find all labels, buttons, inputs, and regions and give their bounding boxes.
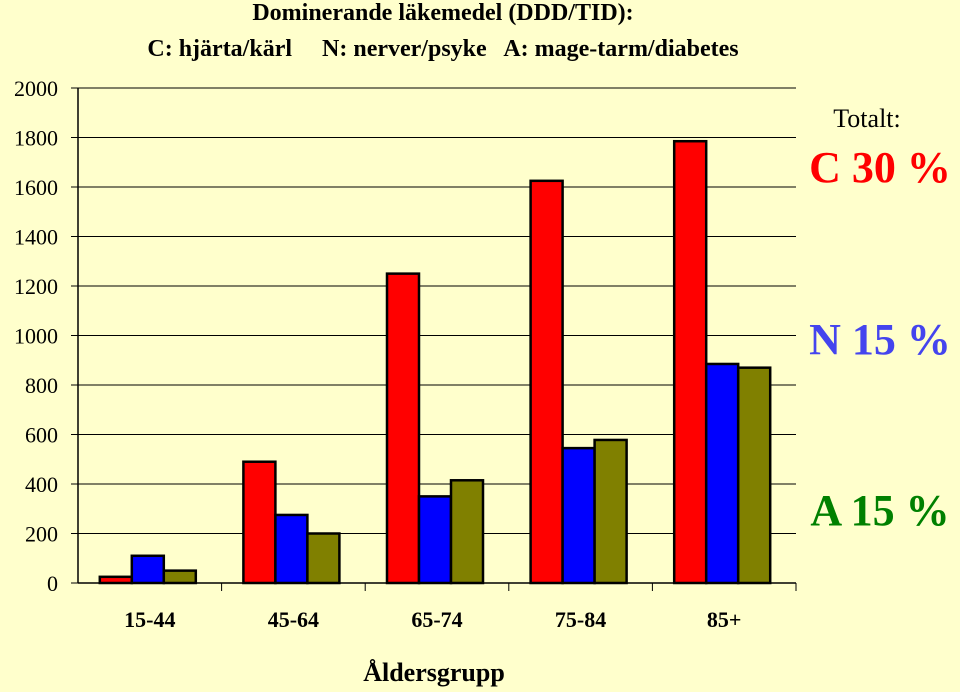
- bar-N-85+: [704, 362, 740, 585]
- x-axis-label: Åldersgrupp: [363, 658, 505, 687]
- gridlines: [78, 87, 796, 534]
- total-c: C 30 %: [809, 143, 951, 192]
- bar-C-75-84: [529, 179, 564, 585]
- total-a: A 15 %: [810, 486, 949, 535]
- bar-A-65-74: [449, 479, 485, 585]
- bar-C-85+: [672, 139, 708, 585]
- x-tick-label: 85+: [707, 607, 742, 632]
- y-tick-label: 2000: [14, 76, 58, 101]
- bar-N-45-64: [274, 513, 309, 585]
- chart-title: Dominerande läkemedel (DDD/TID):: [252, 0, 633, 26]
- y-tick-label: 1200: [14, 274, 58, 299]
- y-tick-label: 1800: [14, 126, 58, 151]
- x-tick-label: 45-64: [268, 607, 319, 632]
- bar-A-45-64: [306, 532, 341, 585]
- y-axis-ticks: 0 200 400 600 800 1000 1200 1400 1600 1800 2000: [14, 76, 78, 596]
- bar-A-75-84: [593, 438, 628, 585]
- y-tick-label: 400: [25, 472, 58, 497]
- y-tick-label: 600: [25, 423, 58, 448]
- y-tick-label: 200: [25, 522, 58, 547]
- x-tick-label: 65-74: [411, 607, 462, 632]
- bar-A-85+: [736, 366, 772, 585]
- x-axis-ticks: 15-44 45-64 65-74 75-84 85+: [124, 583, 797, 632]
- chart-subtitle: C: hjärta/kärl N: nerver/psyke A: mage-t…: [147, 36, 738, 62]
- bars: [98, 139, 772, 585]
- bar-C-45-64: [242, 460, 277, 585]
- bar-C-15-44: [98, 575, 134, 585]
- totals-heading: Totalt:: [833, 104, 901, 133]
- bar-N-15-44: [130, 554, 166, 585]
- bar-C-65-74: [385, 272, 421, 585]
- y-tick-label: 0: [47, 571, 58, 596]
- y-tick-label: 1000: [14, 324, 58, 349]
- x-tick-label: 15-44: [124, 607, 175, 632]
- bar-A-15-44: [162, 569, 198, 585]
- x-tick-label: 75-84: [555, 607, 606, 632]
- bar-N-65-74: [417, 495, 453, 585]
- bar-N-75-84: [561, 446, 596, 585]
- y-tick-label: 1400: [14, 225, 58, 250]
- y-tick-label: 800: [25, 373, 58, 398]
- y-tick-label: 1600: [14, 175, 58, 200]
- total-n: N 15 %: [809, 315, 951, 364]
